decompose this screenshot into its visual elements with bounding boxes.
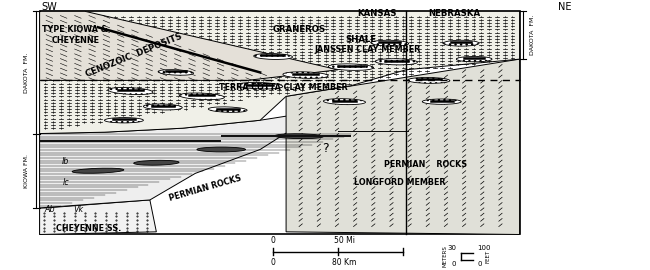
- Ellipse shape: [105, 118, 144, 123]
- Text: LONGFORD MEMBER: LONGFORD MEMBER: [354, 178, 445, 187]
- Text: lb: lb: [62, 157, 70, 166]
- Ellipse shape: [208, 107, 247, 112]
- Ellipse shape: [275, 134, 323, 139]
- Text: DAKOTA  FM.: DAKOTA FM.: [24, 52, 29, 93]
- Text: KANSAS: KANSAS: [357, 9, 396, 18]
- Text: 50 Mi: 50 Mi: [334, 236, 355, 245]
- Ellipse shape: [179, 93, 224, 100]
- Ellipse shape: [408, 77, 450, 83]
- Text: TERRA COTTA CLAY MEMBER: TERRA COTTA CLAY MEMBER: [218, 83, 347, 92]
- Ellipse shape: [72, 168, 124, 173]
- Polygon shape: [40, 11, 338, 80]
- Polygon shape: [40, 11, 519, 234]
- Text: SHALE: SHALE: [345, 35, 376, 44]
- Ellipse shape: [108, 87, 153, 94]
- Ellipse shape: [134, 160, 179, 165]
- Polygon shape: [338, 131, 410, 132]
- Polygon shape: [40, 11, 519, 134]
- Text: 0: 0: [270, 236, 276, 245]
- Polygon shape: [40, 140, 221, 142]
- Ellipse shape: [456, 56, 492, 62]
- Text: FEET: FEET: [486, 249, 491, 263]
- Ellipse shape: [144, 104, 182, 110]
- Text: ?: ?: [322, 142, 328, 155]
- Text: lc: lc: [62, 178, 69, 187]
- Text: SW: SW: [41, 2, 57, 12]
- Text: JANSSEN CLAY MEMBER: JANSSEN CLAY MEMBER: [314, 45, 421, 54]
- Text: DAKOTA  FM.: DAKOTA FM.: [530, 15, 535, 55]
- Text: 0: 0: [452, 261, 456, 267]
- Ellipse shape: [443, 40, 479, 46]
- Text: Ab: Ab: [44, 205, 55, 214]
- Text: PERMIAN ROCKS: PERMIAN ROCKS: [168, 173, 242, 203]
- Ellipse shape: [197, 147, 246, 152]
- Text: Vk: Vk: [73, 205, 84, 214]
- Ellipse shape: [371, 40, 409, 46]
- Text: NE: NE: [558, 2, 571, 12]
- Polygon shape: [221, 135, 351, 137]
- Ellipse shape: [283, 72, 328, 78]
- Ellipse shape: [422, 99, 461, 104]
- Text: CENOZOIC  DEPOSITS: CENOZOIC DEPOSITS: [84, 32, 183, 79]
- Text: TYPE KIOWA &
CHEYENNE: TYPE KIOWA & CHEYENNE: [42, 25, 108, 45]
- Ellipse shape: [375, 59, 417, 65]
- Text: 80 Km: 80 Km: [332, 258, 357, 267]
- Text: CHEYENNE SS.: CHEYENNE SS.: [56, 224, 121, 233]
- Polygon shape: [40, 200, 157, 234]
- Ellipse shape: [328, 64, 374, 70]
- Ellipse shape: [237, 82, 283, 89]
- Polygon shape: [40, 96, 344, 208]
- Text: 0: 0: [270, 258, 276, 267]
- Text: 30: 30: [447, 245, 456, 251]
- Ellipse shape: [158, 70, 194, 75]
- Ellipse shape: [254, 53, 292, 59]
- Text: GRANEROS: GRANEROS: [272, 25, 326, 33]
- Polygon shape: [286, 59, 519, 234]
- Text: PERMIAN    ROCKS: PERMIAN ROCKS: [384, 160, 467, 168]
- Text: NEBRASKA: NEBRASKA: [428, 9, 481, 18]
- Text: KIOWA FM.: KIOWA FM.: [24, 154, 29, 188]
- Text: 100: 100: [477, 245, 491, 251]
- Text: METERS: METERS: [443, 245, 447, 267]
- Text: 0: 0: [477, 261, 482, 267]
- Ellipse shape: [324, 99, 365, 105]
